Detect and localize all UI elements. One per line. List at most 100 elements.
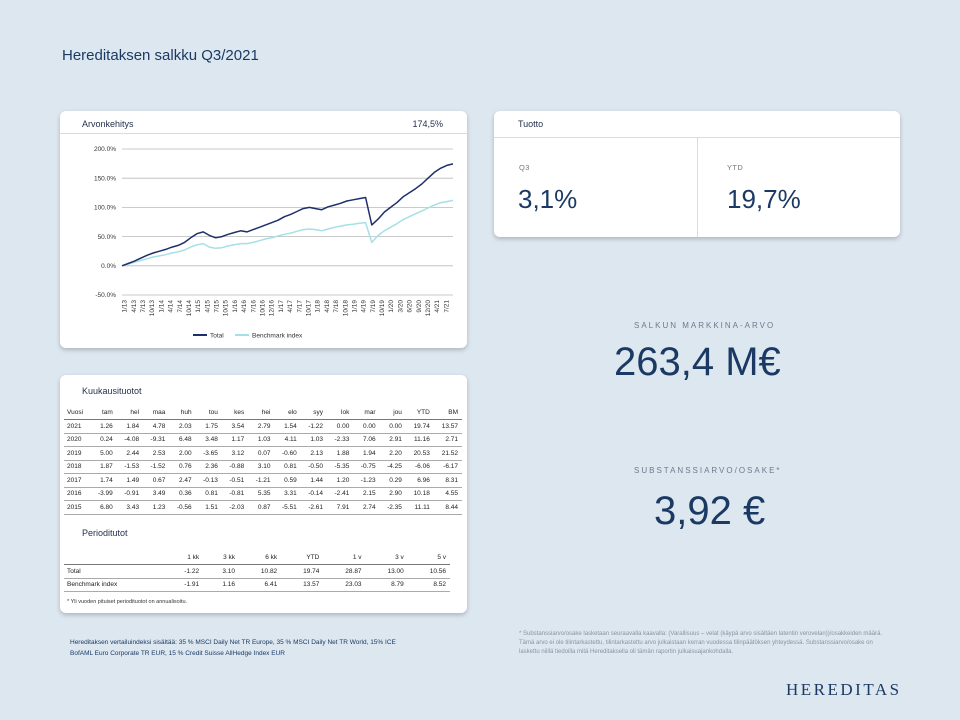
table-cell: 2.00 <box>169 446 196 461</box>
x-tick-label: 12/16 <box>269 300 276 317</box>
table-cell: -1.53 <box>116 460 144 474</box>
table-cell: -0.88 <box>221 460 249 474</box>
x-tick-label: 4/19 <box>361 300 368 313</box>
hereditas-logo: HEREDITAS <box>786 680 902 699</box>
table-cell: 1.84 <box>116 419 144 434</box>
table-cell: 1.51 <box>195 500 222 515</box>
page-title: Hereditaksen salkku Q3/2021 <box>62 47 259 64</box>
table-cell: 1.94 <box>353 446 380 461</box>
table-cell: Benchmark index <box>64 578 164 592</box>
table-header-row: Vuosi tam hel maa huh tou kes hei elo syy lok mar jo… <box>64 405 462 420</box>
table-cell: -0.81 <box>221 487 249 501</box>
table-cell: 1.03 <box>248 433 275 447</box>
x-tick-label: 10/13 <box>149 300 156 317</box>
table-cell: 2.44 <box>116 446 144 461</box>
table-cell: -0.14 <box>300 487 328 501</box>
table-cell: 1.26 <box>90 419 117 434</box>
table-cell: 1.03 <box>300 433 328 447</box>
table-cell: 0.87 <box>248 500 275 515</box>
x-tick-label: 1/17 <box>278 300 285 313</box>
q3-value: 3,1% <box>518 184 578 214</box>
table-cell: -2.33 <box>327 433 354 447</box>
table-cell: -0.60 <box>274 446 301 461</box>
table-row: Benchmark index -1.91 1.16 6.41 13.57 23.03 8.… <box>64 578 450 592</box>
period-header-1: 1 kk <box>163 550 204 565</box>
monthly-header-10: lok <box>327 405 354 420</box>
x-tick-label: 1/18 <box>315 300 322 313</box>
y-tick-label: 50.0% <box>98 234 117 241</box>
table-row: Total -1.22 3.10 10.82 19.74 28.87 13.00 10.56 <box>64 564 450 579</box>
table-cell: 2021 <box>64 419 91 434</box>
table-cell: 1.54 <box>274 419 301 434</box>
table-cell: 23.03 <box>323 578 366 592</box>
returns-card-title: Tuotto <box>518 119 544 129</box>
table-cell: 8.44 <box>433 500 462 515</box>
legend-label: Benchmark index <box>252 332 303 339</box>
table-cell: 2.47 <box>169 473 196 488</box>
x-tick-label: 7/18 <box>333 300 340 313</box>
table-cell: -1.23 <box>353 473 380 488</box>
table-cell: -3.65 <box>195 446 222 461</box>
x-tick-label: 9/20 <box>416 300 423 313</box>
table-cell: -1.52 <box>143 460 170 474</box>
table-cell: 20.53 <box>405 446 434 461</box>
table-cell: -6.06 <box>405 460 434 474</box>
performance-line-chart: 200.0%150.0%100.0%50.0%0.0%-50.0% 1/13 4/… <box>94 146 454 339</box>
monthly-header-5: tou <box>195 405 222 420</box>
x-tick-label: 4/16 <box>241 300 248 313</box>
table-cell: 10.18 <box>405 487 434 501</box>
table-cell: 2.15 <box>353 487 380 501</box>
table-cell: 0.81 <box>274 460 301 474</box>
table-cell: -0.56 <box>169 500 196 515</box>
benchmark-note: Hereditaksen vertailuindeksi sisältää: 3… <box>70 639 396 657</box>
table-cell: 1.23 <box>143 500 170 515</box>
x-tick-label: 3/20 <box>397 300 404 313</box>
monthly-header-4: huh <box>169 405 196 420</box>
table-cell: -5.51 <box>274 500 301 515</box>
table-cell: 5.35 <box>248 487 275 501</box>
table-row: 2019 5.00 2.44 2.53 2.00 -3.65 3.12 0.07 -0.60 2.… <box>64 446 462 461</box>
x-tick-label: 7/13 <box>140 300 147 313</box>
table-cell: 1.74 <box>90 473 117 488</box>
x-tick-label: 7/19 <box>370 300 377 313</box>
monthly-header-14: BM <box>433 405 462 420</box>
x-tick-label: 1/15 <box>195 300 202 313</box>
chart-card-divider <box>60 133 467 134</box>
returns-card-divider <box>494 137 900 138</box>
table-cell: -1.91 <box>163 578 204 592</box>
table-cell: -2.03 <box>221 500 249 515</box>
table-cell: -0.91 <box>116 487 144 501</box>
table-cell: -6.17 <box>433 460 462 474</box>
table-cell: -0.13 <box>195 473 222 488</box>
table-cell: 0.29 <box>379 473 406 488</box>
table-cell: 19.74 <box>405 419 434 434</box>
table-cell: 0.00 <box>353 419 380 434</box>
table-cell: 2.53 <box>143 446 170 461</box>
x-tick-label: 4/17 <box>287 300 294 313</box>
x-tick-label: 10/17 <box>305 300 312 317</box>
table-cell: 0.81 <box>195 487 222 501</box>
table-cell: 13.57 <box>433 419 462 434</box>
monthly-header-1: tam <box>90 405 117 420</box>
table-cell: -1.22 <box>163 564 204 579</box>
period-header-7: 5 v <box>407 550 450 565</box>
table-cell: -2.61 <box>300 500 328 515</box>
x-tick-label: 7/21 <box>443 300 450 313</box>
table-row: 2018 1.87 -1.53 -1.52 0.76 2.36 -0.88 3.10 0.81-… <box>64 460 462 474</box>
table-cell: 4.78 <box>143 419 170 434</box>
table-cell: 1.75 <box>195 419 222 434</box>
table-cell: 4.11 <box>274 433 301 447</box>
table-cell: 2.91 <box>379 433 406 447</box>
table-cell: -1.22 <box>300 419 328 434</box>
table-cell: 10.56 <box>407 564 450 579</box>
monthly-header-6: kes <box>221 405 249 420</box>
table-cell: 2.20 <box>379 446 406 461</box>
table-cell: 1.44 <box>300 473 328 488</box>
x-tick-label: 6/20 <box>407 300 414 313</box>
table-cell: 3.10 <box>203 564 239 579</box>
table-cell: -0.50 <box>300 460 328 474</box>
table-cell: 13.57 <box>281 578 324 592</box>
table-cell: 2.79 <box>248 419 275 434</box>
x-tick-label: 7/16 <box>250 300 257 313</box>
table-cell: 0.24 <box>90 433 117 447</box>
